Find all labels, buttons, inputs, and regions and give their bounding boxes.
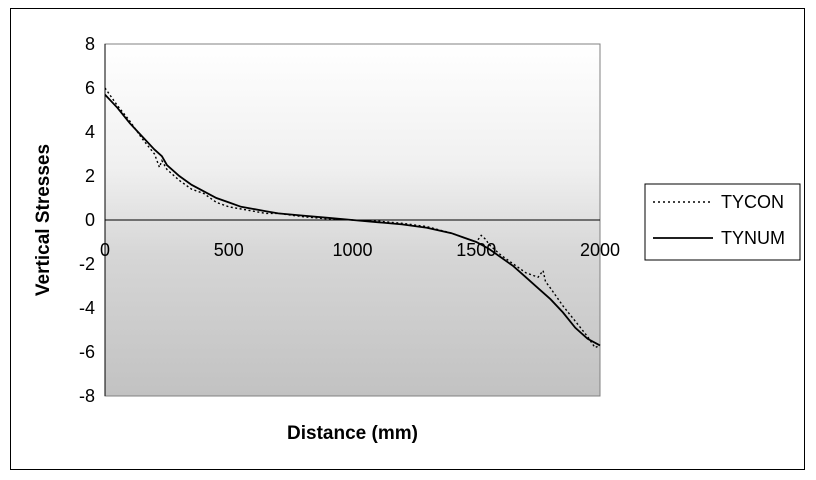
y-tick-label: -2 [79, 254, 95, 274]
y-tick-label: 2 [85, 166, 95, 186]
legend-label-tycon: TYCON [721, 192, 784, 212]
y-tick-label: -8 [79, 386, 95, 406]
y-tick-label: 6 [85, 78, 95, 98]
x-tick-label: 1000 [332, 240, 372, 260]
chart-frame: 8 6 4 2 0 -2 -4 -6 -8 0 500 1000 1500 2000 Distance … [10, 8, 805, 470]
legend-label-tynum: TYNUM [721, 228, 785, 248]
y-tick-label: 4 [85, 122, 95, 142]
y-tick-labels: 8 6 4 2 0 -2 -4 -6 -8 [79, 34, 95, 406]
y-axis-title: Vertical Stresses [33, 144, 54, 296]
y-tick-label: -6 [79, 342, 95, 362]
legend: TYCON TYNUM [645, 184, 800, 260]
y-tick-label: 0 [85, 210, 95, 230]
y-tick-label: 8 [85, 34, 95, 54]
x-tick-label: 500 [214, 240, 244, 260]
x-axis-title: Distance (mm) [287, 423, 418, 444]
y-tick-label: -4 [79, 298, 95, 318]
x-tick-label: 2000 [580, 240, 620, 260]
